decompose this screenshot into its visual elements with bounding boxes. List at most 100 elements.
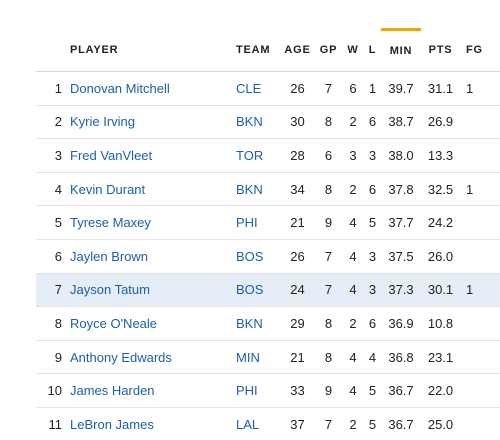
pts-cell: 32.5 (421, 172, 460, 207)
team-link[interactable]: PHI (236, 373, 280, 408)
min-cell: 36.9 (381, 306, 421, 341)
team-link[interactable]: BKN (236, 172, 280, 207)
rank-cell: 7 (36, 273, 70, 308)
wins-cell: 4 (342, 239, 364, 274)
fg-cell (460, 138, 500, 173)
col-header-player[interactable]: PLAYER (70, 29, 236, 72)
fg-cell (460, 239, 500, 274)
min-cell: 36.7 (381, 373, 421, 408)
table-row[interactable]: 1 Donovan Mitchell CLE 26 7 6 1 39.7 31.1 1 (36, 71, 500, 106)
wins-cell: 2 (342, 407, 364, 440)
player-stats-table: PLAYER TEAM AGE GP W L MIN PTS FG 1 Donov… (36, 28, 500, 440)
min-cell: 38.0 (381, 138, 421, 173)
team-link[interactable]: CLE (236, 71, 280, 106)
fg-cell: 1 (460, 273, 500, 308)
col-header-gp[interactable]: GP (315, 29, 342, 72)
fg-cell (460, 205, 500, 240)
fg-cell (460, 373, 500, 408)
pts-cell: 30.1 (421, 273, 460, 308)
pts-cell: 26.9 (421, 105, 460, 140)
fg-cell (460, 407, 500, 440)
min-cell: 37.7 (381, 205, 421, 240)
age-cell: 33 (280, 373, 315, 408)
player-link[interactable]: LeBron James (70, 407, 236, 440)
table-row[interactable]: 5 Tyrese Maxey PHI 21 9 4 5 37.7 24.2 (36, 205, 500, 240)
rank-cell: 11 (36, 407, 70, 440)
player-link[interactable]: Donovan Mitchell (70, 71, 236, 106)
wins-cell: 4 (342, 373, 364, 408)
table-row[interactable]: 4 Kevin Durant BKN 34 8 2 6 37.8 32.5 1 (36, 172, 500, 207)
player-link[interactable]: Tyrese Maxey (70, 205, 236, 240)
pts-cell: 10.8 (421, 306, 460, 341)
player-link[interactable]: Jaylen Brown (70, 239, 236, 274)
col-header-fg[interactable]: FG (460, 29, 500, 72)
player-link[interactable]: Fred VanVleet (70, 138, 236, 173)
team-link[interactable]: LAL (236, 407, 280, 440)
gp-cell: 8 (315, 340, 342, 375)
pts-cell: 26.0 (421, 239, 460, 274)
team-link[interactable]: MIN (236, 340, 280, 375)
age-cell: 26 (280, 239, 315, 274)
wins-cell: 2 (342, 172, 364, 207)
table-row[interactable]: 9 Anthony Edwards MIN 21 8 4 4 36.8 23.1 (36, 340, 500, 375)
col-header-min[interactable]: MIN (381, 28, 421, 72)
table-row[interactable]: 3 Fred VanVleet TOR 28 6 3 3 38.0 13.3 (36, 138, 500, 173)
rank-cell: 10 (36, 373, 70, 408)
fg-cell: 1 (460, 71, 500, 106)
rank-cell: 2 (36, 105, 70, 140)
col-header-l[interactable]: L (364, 29, 381, 72)
min-cell: 37.3 (381, 273, 421, 308)
rank-cell: 4 (36, 172, 70, 207)
table-row[interactable]: 8 Royce O'Neale BKN 29 8 2 6 36.9 10.8 (36, 306, 500, 341)
gp-cell: 7 (315, 239, 342, 274)
losses-cell: 5 (364, 407, 381, 440)
gp-cell: 6 (315, 138, 342, 173)
player-link[interactable]: Jayson Tatum (70, 273, 236, 308)
table-body: 1 Donovan Mitchell CLE 26 7 6 1 39.7 31.1 1 2 Kyrie… (36, 71, 500, 440)
min-cell: 37.8 (381, 172, 421, 207)
header-row: PLAYER TEAM AGE GP W L MIN PTS FG (36, 28, 500, 72)
losses-cell: 5 (364, 373, 381, 408)
losses-cell: 6 (364, 172, 381, 207)
team-link[interactable]: BKN (236, 105, 280, 140)
gp-cell: 7 (315, 407, 342, 440)
player-link[interactable]: Royce O'Neale (70, 306, 236, 341)
team-link[interactable]: TOR (236, 138, 280, 173)
player-link[interactable]: Kyrie Irving (70, 105, 236, 140)
gp-cell: 9 (315, 373, 342, 408)
player-link[interactable]: Kevin Durant (70, 172, 236, 207)
team-link[interactable]: PHI (236, 205, 280, 240)
table-row[interactable]: 6 Jaylen Brown BOS 26 7 4 3 37.5 26.0 (36, 239, 500, 274)
losses-cell: 4 (364, 340, 381, 375)
losses-cell: 6 (364, 306, 381, 341)
age-cell: 26 (280, 71, 315, 106)
team-link[interactable]: BOS (236, 239, 280, 274)
col-header-pts[interactable]: PTS (421, 29, 460, 72)
table-row[interactable]: 2 Kyrie Irving BKN 30 8 2 6 38.7 26.9 (36, 105, 500, 140)
rank-cell: 3 (36, 138, 70, 173)
table-header: PLAYER TEAM AGE GP W L MIN PTS FG (36, 28, 500, 72)
player-link[interactable]: James Harden (70, 373, 236, 408)
age-cell: 30 (280, 105, 315, 140)
wins-cell: 2 (342, 306, 364, 341)
team-link[interactable]: BKN (236, 306, 280, 341)
col-header-w[interactable]: W (342, 29, 364, 72)
gp-cell: 9 (315, 205, 342, 240)
table-row[interactable]: 11 LeBron James LAL 37 7 2 5 36.7 25.0 (36, 407, 500, 440)
table-row[interactable]: 7 Jayson Tatum BOS 24 7 4 3 37.3 30.1 1 (36, 273, 500, 308)
player-link[interactable]: Anthony Edwards (70, 340, 236, 375)
gp-cell: 8 (315, 306, 342, 341)
min-cell: 36.8 (381, 340, 421, 375)
min-cell: 36.7 (381, 407, 421, 440)
gp-cell: 7 (315, 71, 342, 106)
min-cell: 39.7 (381, 71, 421, 106)
age-cell: 21 (280, 340, 315, 375)
col-header-team[interactable]: TEAM (236, 29, 280, 72)
table-row[interactable]: 10 James Harden PHI 33 9 4 5 36.7 22.0 (36, 373, 500, 408)
losses-cell: 5 (364, 205, 381, 240)
team-link[interactable]: BOS (236, 273, 280, 308)
wins-cell: 4 (342, 340, 364, 375)
age-cell: 29 (280, 306, 315, 341)
col-header-age[interactable]: AGE (280, 29, 315, 72)
